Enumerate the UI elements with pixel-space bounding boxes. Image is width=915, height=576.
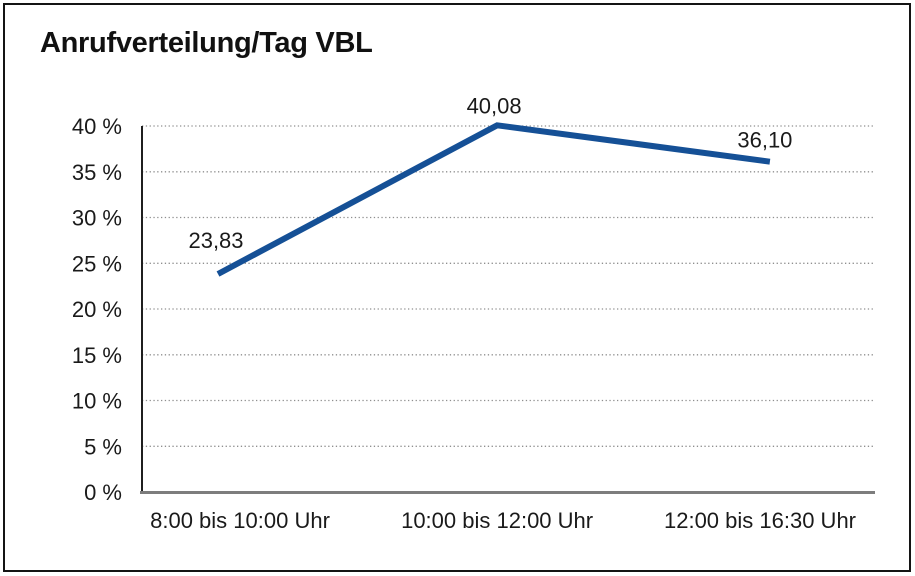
- data-label: 40,08: [467, 93, 522, 118]
- y-tick-label: 40 %: [72, 114, 122, 139]
- y-tick-label: 35 %: [72, 160, 122, 185]
- y-axis-tick-labels: 0 % 5 % 10 % 15 % 20 % 25 % 30 % 35 % 40 %: [72, 114, 122, 505]
- y-tick-label: 20 %: [72, 297, 122, 322]
- x-axis-category-labels: 8:00 bis 10:00 Uhr 10:00 bis 12:00 Uhr 12:…: [150, 508, 856, 533]
- x-category-label: 12:00 bis 16:30 Uhr: [664, 508, 856, 533]
- y-tick-label: 25 %: [72, 251, 122, 276]
- x-category-label: 8:00 bis 10:00 Uhr: [150, 508, 330, 533]
- y-tick-label: 10 %: [72, 389, 122, 414]
- gridlines: [142, 125, 873, 447]
- data-label: 36,10: [737, 128, 792, 153]
- data-labels: 23,83 40,08 36,10: [188, 93, 792, 253]
- chart-title: Anrufverteilung/Tag VBL: [40, 27, 373, 59]
- x-axis-line: [140, 491, 875, 494]
- data-label: 23,83: [188, 228, 243, 253]
- y-tick-label: 5 %: [84, 434, 122, 459]
- y-tick-label: 0 %: [84, 480, 122, 505]
- series-line: [216, 122, 771, 277]
- y-tick-label: 30 %: [72, 206, 122, 231]
- x-category-label: 10:00 bis 12:00 Uhr: [401, 508, 593, 533]
- y-tick-label: 15 %: [72, 343, 122, 368]
